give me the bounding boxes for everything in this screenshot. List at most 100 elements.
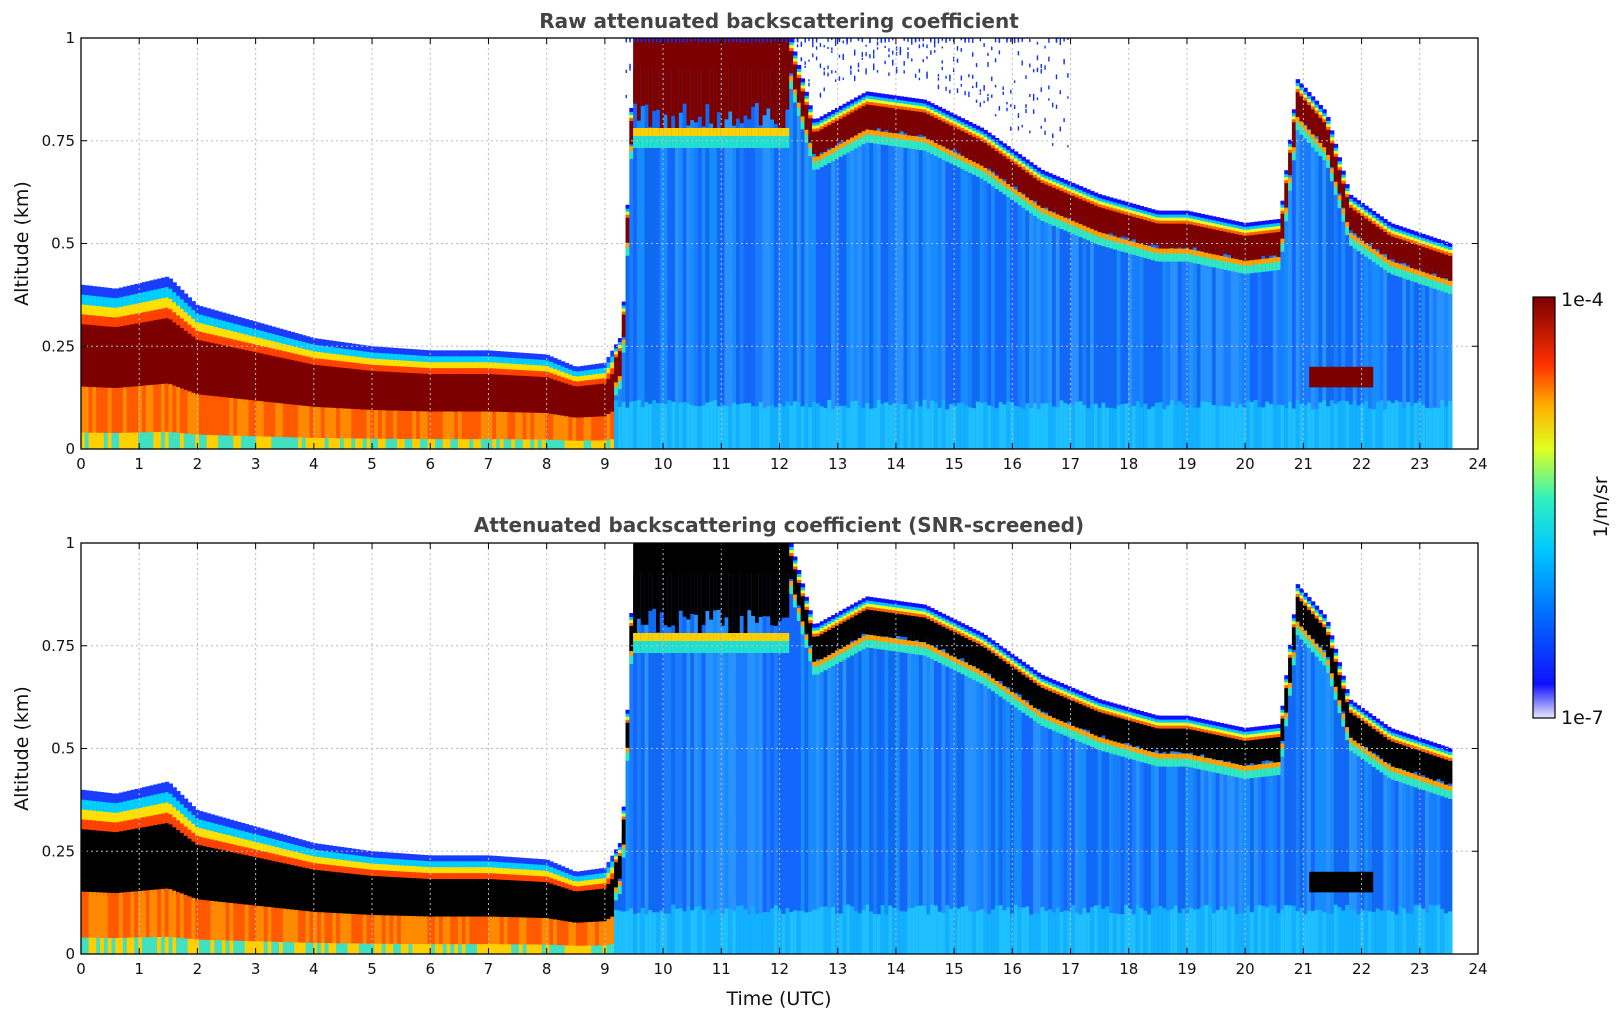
signal-cell <box>998 147 1004 152</box>
signal-cell <box>1394 228 1400 233</box>
signal-cell <box>576 440 581 449</box>
signal-cell <box>355 868 360 877</box>
signal-cell <box>655 136 661 148</box>
signal-cell <box>461 916 467 947</box>
signal-cell <box>164 936 170 954</box>
signal-cell <box>107 316 113 330</box>
signal-cell <box>945 114 950 119</box>
noise-cell <box>873 63 875 68</box>
signal-cell <box>1345 214 1350 449</box>
signal-cell <box>728 405 733 449</box>
signal-cell <box>1192 250 1198 257</box>
signal-cell <box>84 809 90 824</box>
signal-cell <box>286 337 292 348</box>
signal-cell <box>713 136 718 148</box>
signal-cell <box>301 362 307 409</box>
signal-cell <box>446 374 451 414</box>
signal-cell <box>240 325 246 337</box>
signal-cell <box>1348 198 1354 203</box>
signal-cell <box>378 346 383 360</box>
signal-cell <box>1394 267 1400 276</box>
noise-cell <box>933 44 936 48</box>
signal-cell <box>617 351 623 378</box>
signal-cell <box>225 346 231 401</box>
signal-cell <box>294 346 299 357</box>
signal-cell <box>895 643 901 652</box>
signal-cell <box>286 345 292 355</box>
signal-cell <box>1310 139 1316 148</box>
signal-cell <box>530 944 535 954</box>
signal-cell <box>256 834 261 846</box>
signal-cell <box>549 872 554 880</box>
signal-cell <box>861 641 867 650</box>
signal-cell <box>914 102 920 107</box>
signal-cell <box>907 110 912 138</box>
signal-cell <box>103 316 109 330</box>
noise-cell <box>861 38 863 43</box>
signal-cell <box>640 68 646 449</box>
signal-cell <box>374 863 379 873</box>
signal-cell <box>88 305 94 319</box>
signal-cell <box>1444 254 1449 279</box>
signal-cell <box>1063 209 1068 449</box>
noise-cell <box>979 38 982 42</box>
signal-cell <box>1387 225 1392 230</box>
signal-cell <box>873 914 878 954</box>
signal-cell <box>404 438 410 449</box>
noise-cell <box>1032 109 1035 114</box>
signal-cell <box>115 432 120 449</box>
signal-cell <box>526 376 531 415</box>
signal-cell <box>1078 193 1084 198</box>
signal-cell <box>187 324 193 337</box>
signal-cell <box>930 621 935 646</box>
signal-cell <box>1219 224 1224 229</box>
signal-cell <box>865 904 870 954</box>
signal-cell <box>1444 271 1449 449</box>
signal-cell <box>895 125 901 449</box>
signal-cell <box>1192 407 1198 449</box>
signal-cell <box>1269 223 1274 228</box>
signal-cell <box>709 38 714 124</box>
signal-cell <box>911 101 916 106</box>
signal-cell <box>1272 229 1278 234</box>
signal-cell <box>975 129 981 134</box>
signal-cell <box>633 38 638 104</box>
signal-cell <box>633 573 638 954</box>
signal-cell <box>206 900 212 943</box>
signal-cell <box>922 112 927 137</box>
signal-cell <box>579 417 585 443</box>
signal-cell <box>827 617 832 623</box>
signal-cell <box>248 351 253 403</box>
signal-cell <box>1421 237 1426 242</box>
signal-cell <box>275 356 280 406</box>
noise-cell <box>1063 118 1065 123</box>
signal-cell <box>892 638 897 645</box>
signal-cell <box>1371 210 1377 216</box>
signal-cell <box>1299 96 1304 124</box>
signal-cell <box>419 411 425 442</box>
signal-cell <box>103 937 109 954</box>
signal-cell <box>903 404 908 449</box>
signal-cell <box>1409 240 1415 245</box>
signal-cell <box>1394 400 1400 449</box>
signal-cell <box>1139 218 1144 246</box>
signal-cell <box>625 214 630 219</box>
signal-cell <box>949 150 954 157</box>
noise-cell <box>853 49 856 55</box>
signal-cell <box>442 362 448 371</box>
signal-cell <box>774 905 779 954</box>
signal-cell <box>1345 188 1350 193</box>
x-tick-label: 21 <box>1294 455 1313 473</box>
signal-cell <box>789 51 794 74</box>
noise-cell <box>922 59 924 63</box>
signal-cell <box>214 396 219 438</box>
signal-cell <box>918 109 924 114</box>
signal-cell <box>122 801 128 815</box>
signal-cell <box>697 641 703 653</box>
signal-cell <box>1394 224 1400 230</box>
signal-cell <box>408 360 413 369</box>
signal-cell <box>1173 253 1179 262</box>
signal-cell <box>598 373 604 381</box>
signal-cell <box>298 347 303 358</box>
signal-cell <box>1253 221 1259 227</box>
